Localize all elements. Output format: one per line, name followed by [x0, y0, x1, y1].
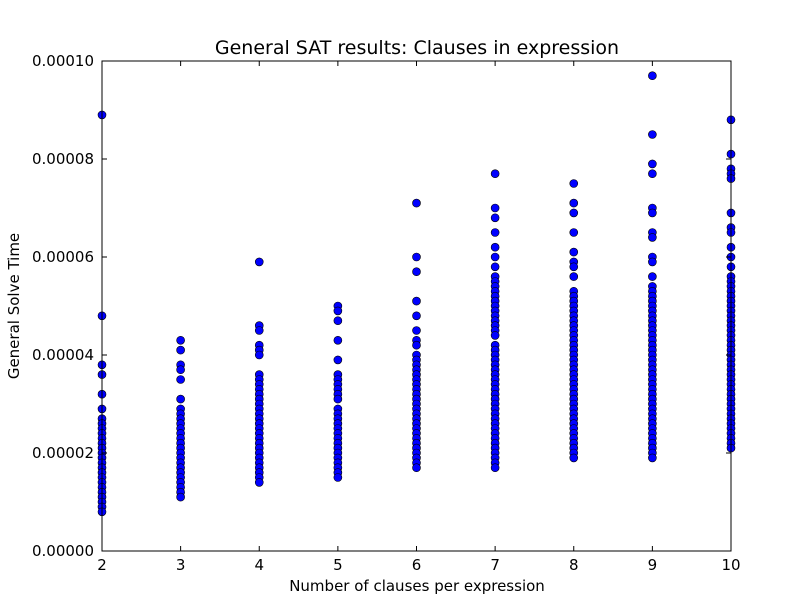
x-tick-label: 3 — [176, 556, 186, 574]
data-point — [648, 257, 657, 267]
x-tick-label: 8 — [569, 556, 579, 574]
x-axis-label: Number of clauses per expression — [289, 577, 545, 595]
y-tick-label: 0.00010 — [32, 52, 94, 70]
y-axis-label: General Solve Time — [5, 233, 23, 379]
data-point — [412, 340, 421, 350]
data-point — [333, 394, 343, 404]
y-tick-label: 0.00004 — [32, 346, 94, 364]
data-point — [176, 492, 185, 502]
data-point — [490, 252, 500, 262]
data-point — [176, 335, 185, 345]
data-point — [333, 355, 343, 365]
data-point — [569, 247, 579, 257]
data-point — [412, 463, 421, 473]
data-point — [490, 331, 500, 340]
x-tick-label: 2 — [97, 556, 107, 574]
data-point — [490, 242, 500, 252]
data-point — [176, 375, 185, 384]
data-point — [648, 71, 657, 80]
x-tick-label: 7 — [490, 556, 500, 574]
data-point — [412, 252, 421, 262]
data-point — [490, 228, 500, 237]
data-point — [412, 326, 421, 335]
data-point — [648, 169, 657, 178]
data-point — [333, 335, 343, 345]
data-point — [648, 453, 657, 463]
x-tick-label: 10 — [721, 556, 740, 574]
data-point — [490, 262, 500, 272]
data-point — [333, 473, 343, 482]
data-point — [569, 262, 579, 272]
data-point — [648, 159, 657, 169]
data-point — [648, 208, 657, 218]
data-point — [412, 311, 421, 321]
data-point — [333, 316, 343, 326]
x-tick-label: 4 — [254, 556, 264, 574]
data-point — [490, 169, 500, 178]
data-point — [333, 306, 343, 316]
plot-frame — [101, 60, 732, 552]
data-point — [490, 463, 500, 473]
data-point — [648, 233, 657, 242]
data-point — [412, 198, 421, 208]
data-point — [412, 267, 421, 277]
data-point — [648, 130, 657, 139]
data-point — [254, 326, 264, 335]
data-point — [176, 365, 185, 375]
data-point — [569, 453, 579, 463]
data-point — [648, 272, 657, 281]
data-point — [569, 272, 579, 281]
data-point — [254, 257, 264, 267]
data-point — [176, 394, 185, 404]
y-tick-label: 0.00006 — [32, 248, 94, 266]
y-tick-label: 0.00008 — [32, 150, 94, 168]
data-point — [412, 296, 421, 306]
data-point — [569, 198, 579, 208]
y-tick-label: 0.00002 — [32, 444, 94, 462]
data-point — [176, 345, 185, 355]
data-point — [254, 478, 264, 487]
data-point — [254, 350, 264, 360]
data-point — [569, 228, 579, 237]
data-point — [569, 208, 579, 218]
data-points — [97, 71, 736, 517]
chart-title: General SAT results: Clauses in expressi… — [215, 37, 619, 59]
data-point — [490, 203, 500, 213]
x-tick-label: 9 — [648, 556, 658, 574]
x-tick-label: 6 — [412, 556, 422, 574]
data-point — [490, 213, 500, 223]
data-point — [569, 179, 579, 188]
y-tick-label: 0.00000 — [32, 542, 94, 560]
axis-ticks: 2 3 4 5 6 7 8 9 10 0.00000 0.00002 0.00004 0.00006 0.… — [32, 52, 741, 574]
x-tick-label: 5 — [333, 556, 343, 574]
